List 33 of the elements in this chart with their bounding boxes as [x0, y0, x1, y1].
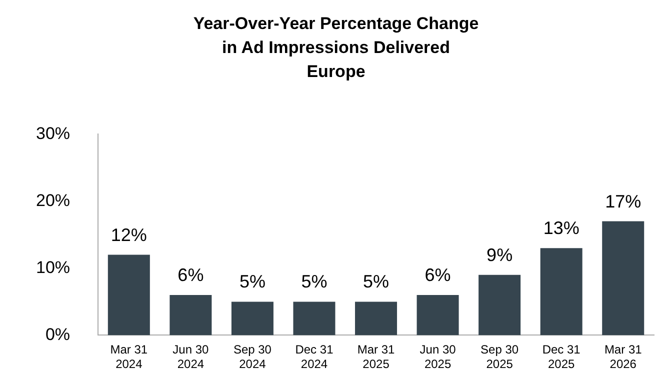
x-tick-label: Sep 30 2025 — [480, 342, 519, 372]
data-label: 6% — [424, 264, 451, 285]
bar — [293, 302, 336, 336]
bar — [602, 221, 644, 336]
bar — [108, 254, 150, 336]
x-tick-label: Jun 30 2024 — [172, 342, 210, 372]
y-tick-label: 20% — [36, 190, 70, 210]
x-tick-label: Dec 31 2025 — [542, 342, 581, 372]
y-tick-label: 10% — [36, 258, 70, 277]
bar — [170, 295, 212, 336]
data-label: 5% — [301, 272, 328, 292]
bar — [416, 295, 459, 336]
data-label: 6% — [178, 264, 204, 285]
data-label: 5% — [239, 272, 266, 292]
bar — [478, 274, 521, 336]
y-tick-label: 30% — [36, 124, 70, 143]
data-label: 17% — [605, 191, 642, 212]
y-tick-label: 0% — [45, 324, 70, 344]
data-label: 5% — [363, 272, 390, 292]
bar — [231, 302, 274, 336]
x-tick-label: Mar 31 2024 — [110, 342, 148, 372]
x-tick-label: Sep 30 2024 — [233, 342, 272, 372]
bar — [355, 302, 398, 336]
chart-title: Year-Over-Year Percentage Change in Ad Impressions Delivered — [192, 13, 480, 59]
chart-subtitle: Europe — [306, 61, 366, 83]
data-label: 9% — [486, 244, 513, 265]
x-tick-label: Mar 31 2025 — [357, 342, 396, 372]
data-label: 13% — [543, 218, 580, 238]
x-tick-label: Jun 30 2025 — [420, 342, 456, 372]
data-label: 12% — [110, 224, 147, 245]
x-tick-label: Dec 31 2024 — [295, 342, 334, 372]
x-tick-label: Mar 31 2026 — [604, 342, 642, 372]
bar — [540, 248, 582, 336]
